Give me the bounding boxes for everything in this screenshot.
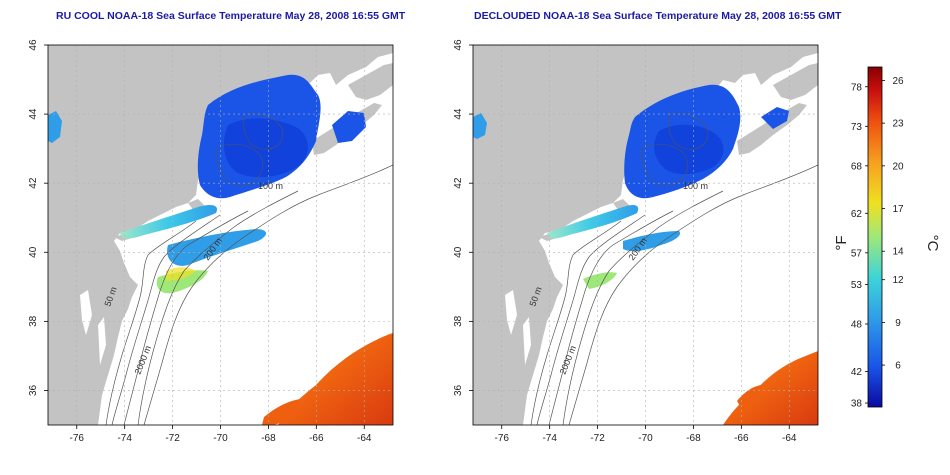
sst-shelf-band [547, 205, 639, 239]
lat-tick-label: 40 [453, 246, 464, 258]
colorbar-label-f: 78 [851, 82, 863, 93]
lon-tick-label: -64 [357, 433, 372, 444]
lat-tick-label: 44 [28, 108, 39, 120]
fahrenheit-ticks: 78 73 68 62 57 53 48 42 38 [851, 82, 868, 410]
lat-tick-label: 46 [28, 39, 39, 51]
lat-tick-label: 36 [28, 384, 39, 396]
map-grid [473, 44, 818, 425]
lon-tick-label: -70 [638, 433, 653, 444]
lon-tick-label: -66 [309, 433, 324, 444]
colorbar-label-c: 12 [892, 275, 904, 286]
map-grid [48, 44, 393, 425]
celsius-unit-label: °C [924, 235, 941, 252]
lat-tick-label: 44 [453, 108, 464, 120]
lat-tick-label: 42 [453, 177, 464, 189]
colorbar-label-f: 62 [851, 209, 863, 220]
lat-tick-label: 42 [28, 177, 39, 189]
lat-tick-label: 36 [453, 384, 464, 396]
lon-tick-label: -72 [590, 433, 605, 444]
colorbar-label-f: 48 [851, 319, 863, 330]
colorbar-label-f: 57 [851, 248, 863, 259]
colorbar-label-f: 73 [851, 122, 863, 133]
lon-tick-label: -76 [70, 433, 85, 444]
lon-tick-label: -74 [542, 433, 557, 444]
lon-tick-label: -66 [734, 433, 749, 444]
axis-ticks: -76 -74 -72 -70 -68 -66 -64 36 38 40 42 44 46 [453, 39, 797, 444]
lon-tick-label: -68 [261, 433, 276, 444]
colorbar-label-c: 9 [895, 318, 901, 329]
fahrenheit-unit-label: °F [833, 235, 850, 250]
colorbar-label-c: 17 [892, 204, 904, 215]
colorbar: 78 73 68 62 57 53 48 42 38 26 23 20 17 14 12 9 6 °F °C [833, 66, 941, 410]
colorbar-label-c: 20 [892, 161, 904, 172]
colorbar-label-c: 23 [892, 119, 904, 130]
sst-shelf-band [120, 205, 218, 239]
colorbar-label-f: 53 [851, 280, 863, 291]
lon-tick-label: -70 [213, 433, 228, 444]
colorbar-label-c: 14 [892, 247, 904, 258]
panel-title-declouded: DECLOUDED NOAA-18 Sea Surface Temperatur… [474, 10, 842, 22]
colorbar-label-c: 6 [895, 361, 901, 372]
contour-label-100m: 100 m [258, 181, 283, 191]
contour-label-100m: 100 m [683, 181, 708, 191]
lon-tick-label: -64 [782, 433, 797, 444]
lon-tick-label: -72 [165, 433, 180, 444]
lat-tick-label: 38 [28, 315, 39, 327]
axis-ticks: -76 -74 -72 -70 -68 -66 -64 36 38 40 42 44 46 [28, 39, 372, 444]
sst-shelf-south [583, 272, 617, 289]
colorbar-label-f: 42 [851, 367, 863, 378]
colorbar-label-c: 26 [892, 76, 904, 87]
colorbar-label-f: 38 [851, 399, 863, 410]
celsius-ticks: 26 23 20 17 14 12 9 6 [882, 76, 904, 372]
lat-tick-label: 40 [28, 246, 39, 258]
colorbar-gradient [867, 66, 883, 408]
lon-tick-label: -74 [117, 433, 132, 444]
colorbar-label-f: 68 [851, 161, 863, 172]
lat-tick-label: 38 [453, 315, 464, 327]
lat-tick-label: 46 [453, 39, 464, 51]
lon-tick-label: -76 [495, 433, 510, 444]
lon-tick-label: -68 [686, 433, 701, 444]
panel-title-raw: RU COOL NOAA-18 Sea Surface Temperature … [56, 10, 406, 22]
